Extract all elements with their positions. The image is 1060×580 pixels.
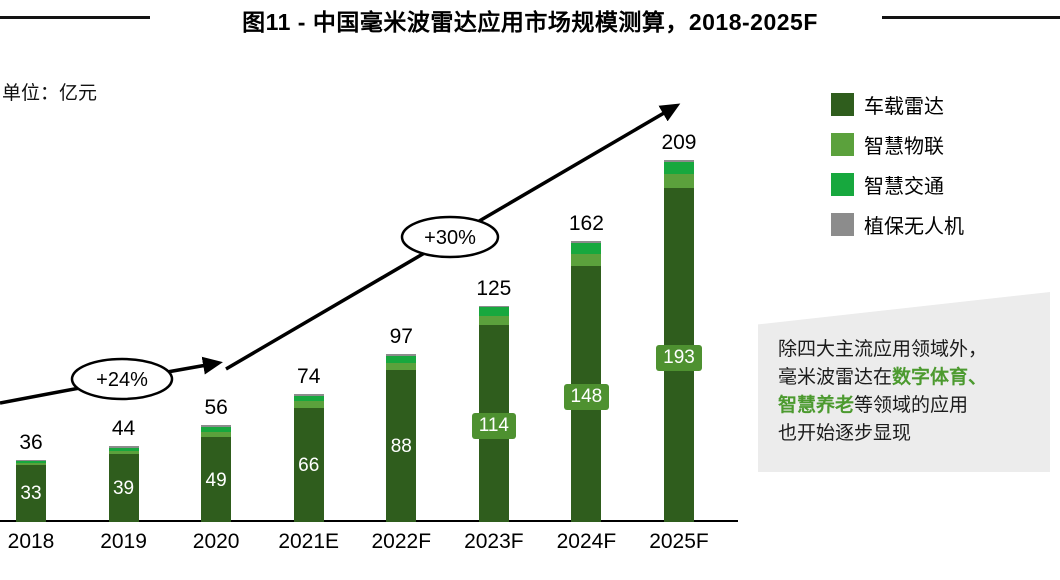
legend-label-plant-protection-uav: 植保无人机 (864, 216, 964, 238)
total-label-2018: 36 (19, 430, 43, 454)
bar-segment-smart-traffic-2023F (478, 307, 509, 316)
bar-value-badge-2023F: 114 (471, 413, 516, 440)
bar-segment-plant-protection-uav-2022F (386, 354, 417, 356)
bar-2023F: 125 114 (471, 277, 516, 522)
bar-2019: 44 39 (108, 417, 139, 522)
bar-segment-vehicle-radar-2020 (201, 437, 232, 522)
x-axis-labels: 2018 2019 2020 2021E 2022F 2023F 2024F 2025F (0, 530, 742, 560)
callout-line-4: 也开始逐步显现 (778, 423, 912, 444)
bar-value-badge-2024F: 148 (563, 383, 610, 410)
bar-segment-smart-traffic-2025F (663, 161, 694, 174)
legend-item-smart-traffic: 智慧交通 (831, 170, 964, 199)
total-label-2019: 44 (111, 416, 136, 440)
legend-label-vehicle-radar: 车载雷达 (864, 96, 944, 118)
bar-segment-vehicle-radar-2018 (16, 464, 46, 522)
legend-swatch-vehicle-radar (831, 93, 854, 116)
legend-swatch-smart-iot (831, 133, 854, 156)
bar-2021E: 74 66 (293, 365, 324, 522)
bar-segment-smart-traffic-2019 (108, 447, 139, 451)
bar-segment-smart-traffic-2020 (201, 426, 232, 432)
bar-segment-plant-protection-uav-2023F (478, 305, 509, 308)
bar-segment-plant-protection-uav-2024F (571, 241, 602, 244)
callout-text: 除四大主流应用领域外， 毫米波雷达在数字体育、 智慧养老等领域的应用 也开始逐步… (758, 292, 1050, 448)
bar-segment-smart-iot-2024F (571, 253, 602, 266)
x-label-2020: 2020 (192, 530, 240, 553)
legend-item-vehicle-radar: 车载雷达 (831, 90, 964, 119)
x-axis-line (0, 520, 738, 522)
bar-segment-plant-protection-uav-2025F (663, 160, 694, 162)
bar-segment-smart-iot-2021E (293, 400, 324, 408)
figure-title: 图11 - 中国毫米波雷达应用市场规模测算，2018-2025F (242, 9, 818, 35)
x-label-2024F: 2024F (556, 530, 617, 553)
bar-segment-smart-traffic-2018 (16, 461, 46, 464)
total-label-2023F: 125 (476, 276, 512, 300)
bar-value-label-2023F: 114 (463, 413, 525, 440)
bar-segment-plant-protection-uav-2018 (16, 459, 46, 462)
bar-segment-smart-traffic-2021E (293, 395, 324, 401)
x-label-2019: 2019 (100, 530, 147, 553)
bar-2018: 36 33 (16, 431, 46, 522)
bar-segment-plant-protection-uav-2019 (108, 445, 139, 448)
trend-arrow-segment-2 (225, 103, 681, 371)
growth-ellipse-2 (400, 215, 500, 259)
bar-segment-smart-iot-2019 (108, 451, 139, 455)
total-label-2020: 56 (204, 396, 228, 420)
total-label-2025F: 209 (661, 131, 697, 154)
growth-label-2: +30% (424, 227, 476, 249)
unit-label: 单位：亿元 (2, 83, 98, 104)
callout-highlight-2: 智慧养老 (778, 395, 855, 416)
legend-label-smart-traffic: 智慧交通 (864, 176, 944, 198)
title-rule-right (882, 16, 1060, 19)
bar-segment-vehicle-radar-2022F (386, 369, 417, 522)
growth-ellipse-1 (70, 357, 174, 401)
bar-value-badge-2025F: 193 (656, 344, 702, 371)
callout-line-2-pre: 毫米波雷达在 (778, 367, 893, 388)
bar-segment-smart-traffic-2024F (571, 243, 602, 254)
legend-item-plant-protection-uav: 植保无人机 (831, 210, 964, 239)
legend-label-smart-iot: 智慧物联 (864, 136, 944, 158)
callout-highlight-1: 数字体育、 (892, 367, 988, 388)
callout-line-1: 除四大主流应用领域外， (778, 339, 988, 360)
bar-segment-smart-iot-2018 (16, 463, 46, 465)
x-label-2025F: 2025F (649, 530, 709, 553)
bar-value-label-2018: 33 (20, 483, 42, 505)
total-label-2021E: 74 (297, 364, 321, 388)
x-label-2021E: 2021E (278, 530, 340, 553)
title-rule-left (0, 16, 150, 19)
callout-bubble: 除四大主流应用领域外， 毫米波雷达在数字体育、 智慧养老等领域的应用 也开始逐步… (758, 292, 1050, 472)
legend-item-smart-iot: 智慧物联 (831, 130, 964, 159)
bar-segment-vehicle-radar-2021E (293, 407, 324, 522)
legend-swatch-plant-protection-uav (831, 213, 854, 236)
growth-label-1: +24% (96, 369, 148, 391)
bar-2022F: 97 88 (386, 325, 417, 522)
callout-line-3-post: 等领域的应用 (854, 395, 969, 416)
total-label-2022F: 97 (389, 325, 413, 348)
bar-2020: 56 49 (201, 396, 232, 522)
bar-segment-plant-protection-uav-2021E (293, 393, 324, 396)
bar-segment-plant-protection-uav-2020 (201, 425, 232, 427)
bar-chart: +24% +30% 36 33 44 39 56 49 74 66 97 88 125 114 162 1… (0, 103, 738, 522)
bar-segment-smart-traffic-2022F (386, 355, 417, 363)
bar-value-label-2024F: 148 (555, 383, 617, 410)
x-label-2023F: 2023F (464, 530, 524, 553)
legend-swatch-smart-traffic (831, 173, 854, 196)
bar-value-label-2019: 39 (112, 478, 135, 500)
x-label-2018: 2018 (7, 530, 55, 553)
bar-segment-smart-iot-2023F (478, 315, 509, 325)
bar-value-label-2022F: 88 (390, 435, 412, 457)
bar-segment-smart-iot-2022F (386, 362, 417, 370)
bar-segment-smart-iot-2025F (663, 173, 694, 188)
bar-value-label-2021E: 66 (298, 454, 320, 476)
bar-value-label-2025F: 193 (648, 344, 710, 371)
bar-2024F: 162 148 (563, 212, 610, 522)
bar-value-label-2020: 49 (205, 469, 227, 491)
bar-2025F: 209 193 (656, 131, 702, 522)
legend: 车载雷达智慧物联智慧交通植保无人机 (831, 90, 964, 250)
x-label-2022F: 2022F (371, 530, 432, 553)
bar-segment-smart-iot-2020 (201, 431, 232, 438)
total-label-2024F: 162 (568, 212, 604, 236)
bar-segment-vehicle-radar-2019 (108, 454, 139, 522)
